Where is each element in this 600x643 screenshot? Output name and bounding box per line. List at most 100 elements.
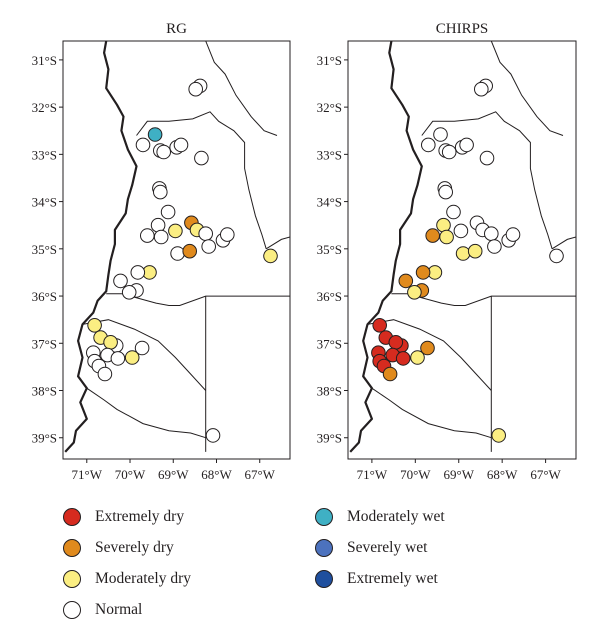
station-marker-normal xyxy=(205,428,221,443)
station-marker-moderately-dry xyxy=(407,285,422,300)
station-marker-normal xyxy=(453,223,469,239)
station-marker-moderately-dry xyxy=(455,246,471,261)
lon-tick-label: 70°W xyxy=(115,467,146,482)
station-marker-moderately-dry xyxy=(410,350,425,365)
international-boundary xyxy=(349,41,423,453)
lat-tick-label: 38°S xyxy=(32,384,57,399)
station-marker-normal xyxy=(484,226,499,241)
station-marker-moderately-dry xyxy=(439,229,454,245)
station-marker-extremely-dry xyxy=(388,335,404,350)
station-marker-normal xyxy=(153,229,169,245)
lat-tick-label: 37°S xyxy=(317,336,342,351)
lon-tick-label: 67°W xyxy=(530,467,561,482)
station-marker-normal xyxy=(188,81,203,97)
station-marker-normal xyxy=(220,227,235,242)
lat-tick-label: 31°S xyxy=(317,53,342,68)
province-boundary xyxy=(421,111,553,249)
station-marker-normal xyxy=(173,137,189,153)
lat-tick-label: 36°S xyxy=(317,289,342,304)
lat-tick-label: 33°S xyxy=(32,147,57,162)
station-marker-normal xyxy=(134,340,150,356)
station-marker-normal xyxy=(433,127,448,142)
lon-tick-label: 71°W xyxy=(357,467,388,482)
lon-tick-label: 69°W xyxy=(444,467,475,482)
map-panel-rg: RG 31°S 32°S 33°S 34°S 35°S 36°S 37°S 38°S 39°S 71… xyxy=(32,21,291,482)
panel-title: RG xyxy=(166,21,187,37)
lat-tick-label: 35°S xyxy=(32,242,57,257)
lat-tick-label: 39°S xyxy=(32,431,57,446)
station-markers xyxy=(86,78,278,443)
lon-tick-label: 68°W xyxy=(487,467,518,482)
station-marker-normal xyxy=(441,144,457,160)
lat-tick-label: 36°S xyxy=(32,289,57,304)
province-boundary xyxy=(205,41,278,136)
station-marker-moderately-dry xyxy=(124,350,140,365)
lat-tick-label: 34°S xyxy=(317,195,342,210)
station-marker-normal xyxy=(194,150,209,166)
station-marker-normal xyxy=(121,285,137,300)
station-marker-normal xyxy=(170,246,185,261)
international-boundary xyxy=(64,41,138,453)
station-marker-moderately-dry xyxy=(491,428,507,443)
lon-tick-label: 68°W xyxy=(201,467,232,482)
lat-tick-label: 38°S xyxy=(317,384,342,399)
station-marker-normal xyxy=(110,351,126,366)
station-marker-normal xyxy=(421,137,436,153)
map-panel-chirps: CHIRPS 31°S 32°S 33°S 34°S 35°S 36°S 37°S 38°S 39… xyxy=(317,21,577,482)
station-marker-moderately-dry xyxy=(103,335,118,350)
lat-tick-label: 35°S xyxy=(317,242,342,257)
station-marker-normal xyxy=(549,248,564,264)
station-marker-normal xyxy=(97,366,113,382)
station-marker-moderately-wet xyxy=(147,127,163,142)
station-marker-normal xyxy=(479,150,495,166)
province-boundary xyxy=(136,111,267,249)
station-marker-normal xyxy=(160,204,176,220)
station-marker-moderately-dry xyxy=(263,248,278,264)
station-marker-extremely-dry xyxy=(395,351,411,366)
lat-tick-label: 32°S xyxy=(317,100,342,115)
lat-tick-label: 37°S xyxy=(32,336,57,351)
station-marker-normal xyxy=(156,144,171,160)
station-markers xyxy=(371,78,564,443)
lon-tick-label: 69°W xyxy=(158,467,189,482)
station-marker-normal xyxy=(505,227,521,242)
lat-tick-label: 33°S xyxy=(317,147,342,162)
lat-tick-label: 34°S xyxy=(32,195,57,210)
station-marker-severely-dry xyxy=(420,340,435,356)
boundaries xyxy=(349,41,576,453)
station-marker-normal xyxy=(135,137,151,153)
station-marker-normal xyxy=(113,273,128,289)
station-marker-moderately-dry xyxy=(87,318,102,333)
station-marker-normal xyxy=(198,226,213,241)
map-frame xyxy=(62,40,291,460)
station-marker-normal xyxy=(201,239,216,254)
station-marker-severely-dry xyxy=(382,366,398,382)
province-boundary xyxy=(551,236,576,250)
station-marker-normal xyxy=(130,265,146,280)
lat-tick-label: 39°S xyxy=(317,431,342,446)
province-boundary xyxy=(490,41,564,136)
lon-tick-label: 70°W xyxy=(400,467,431,482)
province-boundary xyxy=(265,236,290,250)
lat-tick-label: 32°S xyxy=(32,100,57,115)
station-marker-severely-dry xyxy=(415,265,431,280)
panel-title: CHIRPS xyxy=(436,21,489,37)
province-boundary xyxy=(82,319,207,391)
station-marker-severely-dry xyxy=(425,228,441,243)
station-marker-moderately-dry xyxy=(467,243,483,259)
station-marker-severely-dry xyxy=(398,273,414,289)
province-boundary xyxy=(371,387,492,439)
province-boundary xyxy=(86,387,206,439)
station-marker-severely-dry xyxy=(182,243,197,259)
station-marker-normal xyxy=(153,184,168,200)
station-marker-normal xyxy=(474,81,489,97)
lat-tick-label: 31°S xyxy=(32,53,57,68)
station-marker-moderately-dry xyxy=(168,223,183,239)
station-marker-normal xyxy=(140,228,155,243)
station-marker-normal xyxy=(438,184,454,200)
province-boundary xyxy=(367,319,492,391)
station-marker-extremely-dry xyxy=(372,318,388,333)
map-frame xyxy=(347,40,577,460)
lon-tick-label: 67°W xyxy=(244,467,275,482)
